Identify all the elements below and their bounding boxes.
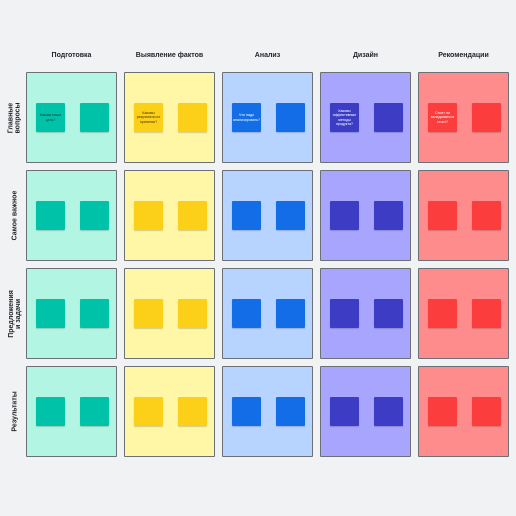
- row-header: Предложения и задачи: [4, 268, 26, 359]
- row-header-label: Главные вопросы: [8, 101, 23, 134]
- sticky-note[interactable]: [80, 397, 109, 426]
- sticky-note[interactable]: [178, 103, 207, 132]
- sticky-note[interactable]: [428, 299, 457, 328]
- sticky-note[interactable]: [428, 397, 457, 426]
- matrix-cell[interactable]: [26, 170, 117, 261]
- matrix-cell[interactable]: Каковы результаты их принятия?: [124, 72, 215, 163]
- sticky-note[interactable]: Что надо анализировать?: [232, 103, 261, 132]
- sticky-note[interactable]: [178, 201, 207, 230]
- matrix-cell[interactable]: [222, 366, 313, 457]
- sticky-note[interactable]: [80, 299, 109, 328]
- sticky-note[interactable]: [36, 201, 65, 230]
- matrix-cell[interactable]: Каковы эффективные методы продукта?: [320, 72, 411, 163]
- sticky-note[interactable]: Каковы эффективные методы продукта?: [330, 103, 359, 132]
- sticky-note[interactable]: Стоит ли вкладываться стоит?: [428, 103, 457, 132]
- column-header: Рекомендации: [438, 52, 489, 59]
- matrix-cell[interactable]: [222, 268, 313, 359]
- column-header: Анализ: [254, 52, 281, 59]
- sticky-note[interactable]: [276, 397, 305, 426]
- column-header: Подготовка: [51, 52, 92, 59]
- sticky-note[interactable]: [374, 103, 403, 132]
- matrix-cell[interactable]: [26, 366, 117, 457]
- matrix-cell[interactable]: [124, 268, 215, 359]
- sticky-note[interactable]: [472, 201, 501, 230]
- matrix-cell[interactable]: Какова наша цель?: [26, 72, 117, 163]
- sticky-note[interactable]: [276, 103, 305, 132]
- sticky-note[interactable]: [134, 397, 163, 426]
- sticky-note[interactable]: [232, 201, 261, 230]
- sticky-note[interactable]: [36, 299, 65, 328]
- matrix-cell[interactable]: [320, 170, 411, 261]
- row-header: Самое важное: [4, 170, 26, 261]
- matrix-cell[interactable]: [320, 366, 411, 457]
- sticky-note[interactable]: [134, 299, 163, 328]
- sticky-note[interactable]: [232, 299, 261, 328]
- matrix-cell[interactable]: Что надо анализировать?: [222, 72, 313, 163]
- sticky-note[interactable]: [178, 299, 207, 328]
- sticky-note[interactable]: Какова наша цель?: [36, 103, 65, 132]
- sticky-note[interactable]: [330, 201, 359, 230]
- sticky-note[interactable]: [374, 397, 403, 426]
- sticky-note[interactable]: [374, 299, 403, 328]
- sticky-note[interactable]: [276, 299, 305, 328]
- sticky-note[interactable]: [472, 397, 501, 426]
- sticky-note[interactable]: [232, 397, 261, 426]
- matrix-cell[interactable]: [124, 366, 215, 457]
- sticky-note[interactable]: [374, 201, 403, 230]
- row-header-label: Предложения и задачи: [8, 289, 22, 338]
- sticky-note[interactable]: [178, 397, 207, 426]
- sticky-note[interactable]: [472, 299, 501, 328]
- matrix-cell[interactable]: [222, 170, 313, 261]
- matrix-cell[interactable]: [320, 268, 411, 359]
- matrix-cell[interactable]: [418, 170, 509, 261]
- sticky-note[interactable]: [36, 397, 65, 426]
- row-header: Главные вопросы: [4, 72, 26, 163]
- column-header: Дизайн: [352, 52, 379, 59]
- sticky-note[interactable]: Каковы результаты их принятия?: [134, 103, 163, 132]
- matrix-cell[interactable]: [26, 268, 117, 359]
- sticky-note[interactable]: [80, 103, 109, 132]
- matrix-cell[interactable]: [124, 170, 215, 261]
- row-header: Результаты: [4, 366, 26, 457]
- sticky-note[interactable]: [472, 103, 501, 132]
- column-header: Выявление фактов: [135, 52, 204, 59]
- matrix-cell[interactable]: Стоит ли вкладываться стоит?: [418, 72, 509, 163]
- matrix-cell[interactable]: [418, 268, 509, 359]
- sticky-note[interactable]: [330, 397, 359, 426]
- sticky-note[interactable]: [276, 201, 305, 230]
- matrix-cell[interactable]: [418, 366, 509, 457]
- sticky-note[interactable]: [134, 201, 163, 230]
- sticky-note[interactable]: [330, 299, 359, 328]
- sticky-note[interactable]: [428, 201, 457, 230]
- row-header-label: Самое важное: [11, 190, 19, 241]
- row-header-label: Результаты: [11, 391, 19, 432]
- sticky-note[interactable]: [80, 201, 109, 230]
